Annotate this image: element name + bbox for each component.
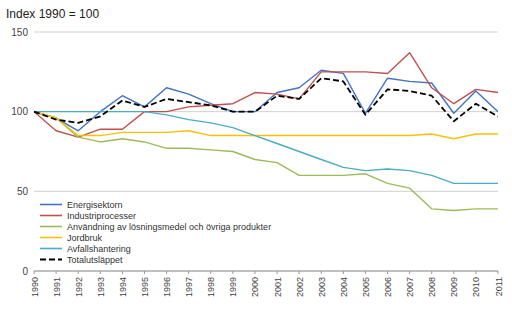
x-tick-label: 1998 (206, 277, 216, 297)
legend-label: Avfallshantering (67, 244, 131, 254)
y-tick-label: 150 (11, 27, 28, 38)
y-tick-label: 50 (17, 186, 29, 197)
x-tick-label: 1991 (52, 277, 62, 297)
x-tick-label: 2010 (471, 277, 481, 297)
x-tick-label: 2011 (494, 277, 504, 296)
series-line (34, 70, 498, 131)
x-tick (210, 271, 211, 274)
x-tick-label: 2000 (250, 277, 260, 297)
x-tick (232, 271, 233, 274)
x-tick (100, 271, 101, 274)
legend-swatch (40, 226, 62, 228)
legend-swatch (40, 215, 62, 217)
x-tick-label: 2007 (405, 277, 415, 297)
legend-label: Energisektorn (67, 200, 123, 210)
grid (34, 32, 498, 271)
x-tick (453, 271, 454, 274)
grid-line (34, 191, 498, 192)
x-tick (188, 271, 189, 274)
legend-swatch (40, 204, 62, 206)
x-tick (321, 271, 322, 274)
x-tick (122, 271, 123, 274)
series-line (34, 53, 498, 137)
x-tick-label: 2006 (383, 277, 393, 297)
legend-item: Totalutsläppet (40, 255, 123, 265)
legend-item: Jordbruk (40, 233, 103, 243)
series-line (34, 112, 498, 184)
legend-item: Industriprocesser (40, 211, 136, 221)
grid-line (34, 271, 498, 272)
x-tick (498, 271, 499, 274)
x-tick-label: 1996 (162, 277, 172, 297)
legend-label: Totalutsläppet (67, 255, 123, 265)
legend-label: Jordbruk (67, 233, 103, 243)
legend-item: Energisektorn (40, 200, 123, 210)
x-tick-label: 2008 (427, 277, 437, 297)
x-tick (56, 271, 57, 274)
legend-label: Industriprocesser (67, 211, 136, 221)
x-tick (365, 271, 366, 274)
legend: EnergisektornIndustriprocesserAnvändning… (40, 200, 271, 265)
title: Index 1990 = 100 (6, 7, 99, 21)
x-tick (409, 271, 410, 274)
x-tick-label: 1995 (140, 277, 150, 297)
x-tick (475, 271, 476, 274)
x-tick (34, 271, 35, 274)
x-tick-label: 1993 (96, 277, 106, 297)
y-tick-label: 100 (11, 106, 28, 117)
x-tick-label: 2003 (317, 277, 327, 297)
x-tick (254, 271, 255, 274)
x-tick (299, 271, 300, 274)
x-tick (277, 271, 278, 274)
chart: Index 1990 = 100050100150199019911992199… (0, 0, 512, 323)
x-tick-label: 2002 (295, 277, 305, 297)
x-tick (144, 271, 145, 274)
x-tick (78, 271, 79, 274)
x-tick (166, 271, 167, 274)
series-line (34, 78, 498, 123)
legend-label: Användning av lösningsmedel och övriga p… (67, 222, 271, 232)
x-axis: 1990 1991 1992 1993 1994 1995 1996 1997 1998 1999… (30, 271, 504, 297)
y-tick-label: 0 (22, 266, 28, 277)
legend-swatch (40, 248, 62, 250)
x-tick-label: 2009 (449, 277, 459, 297)
legend-swatch (40, 259, 62, 261)
x-tick (343, 271, 344, 274)
x-tick-label: 2004 (339, 277, 349, 297)
x-tick-label: 1999 (228, 277, 238, 297)
legend-swatch (40, 237, 62, 239)
x-tick-label: 1990 (30, 277, 40, 297)
grid-line (34, 32, 498, 33)
x-tick-label: 2005 (361, 277, 371, 297)
legend-item: Avfallshantering (40, 244, 131, 254)
x-tick-label: 2001 (273, 277, 283, 297)
series-line (34, 112, 498, 211)
x-tick-label: 1992 (74, 277, 84, 297)
x-tick-label: 1994 (118, 277, 128, 297)
series-line (34, 112, 498, 139)
series-lines (34, 53, 498, 211)
legend-item: Användning av lösningsmedel och övriga p… (40, 222, 271, 232)
x-axis-line (34, 271, 498, 272)
x-tick (387, 271, 388, 274)
x-tick-label: 1997 (184, 277, 194, 297)
y-axis: 0 50 100 150 (11, 27, 28, 277)
x-tick (431, 271, 432, 274)
